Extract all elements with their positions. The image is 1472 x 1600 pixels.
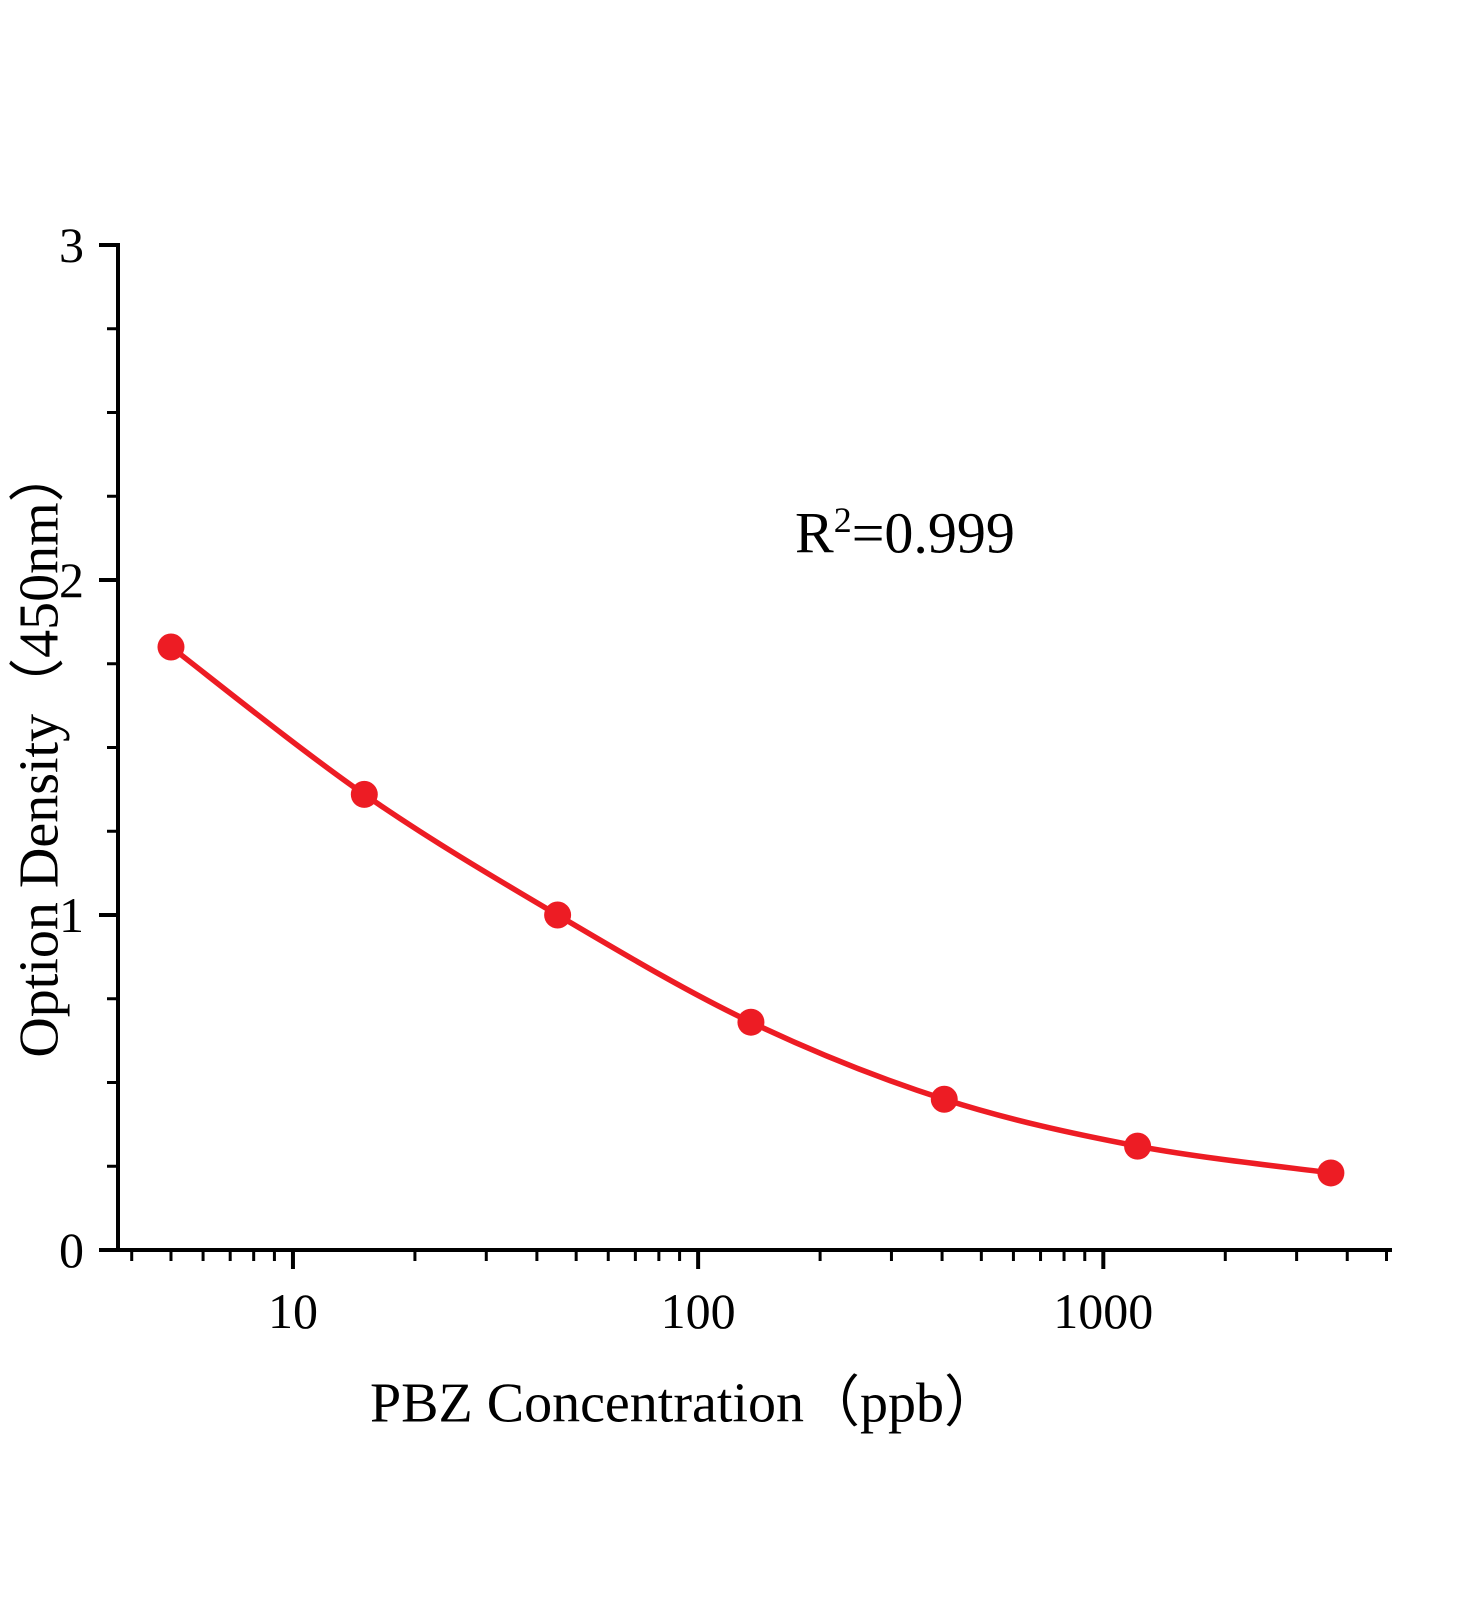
data-point bbox=[350, 780, 378, 808]
r-squared-value: =0.999 bbox=[851, 500, 1015, 566]
y-tick-label: 3 bbox=[59, 217, 84, 273]
y-axis-label: Option Density（450nm） bbox=[8, 446, 71, 1058]
data-point bbox=[157, 633, 185, 661]
r-squared-exponent: 2 bbox=[833, 500, 852, 541]
data-point bbox=[544, 901, 572, 929]
data-point bbox=[930, 1085, 958, 1113]
fit-curve bbox=[168, 644, 1334, 1176]
y-tick-label: 2 bbox=[59, 552, 84, 608]
x-tick-label: 10 bbox=[268, 1283, 318, 1339]
x-axis-label: PBZ Concentration（ppb） bbox=[370, 1372, 1000, 1435]
data-point bbox=[1124, 1132, 1152, 1160]
x-tick-label: 1000 bbox=[1053, 1283, 1153, 1339]
y-tick-label: 0 bbox=[59, 1222, 84, 1278]
data-point bbox=[737, 1008, 765, 1036]
y-tick-label: 1 bbox=[59, 887, 84, 943]
r-squared-base: R bbox=[795, 500, 834, 566]
data-point bbox=[1317, 1159, 1345, 1187]
r-squared-annotation: R2=0.999 bbox=[795, 500, 1015, 567]
x-tick-label: 100 bbox=[661, 1283, 736, 1339]
axis-spine bbox=[116, 243, 1392, 1252]
